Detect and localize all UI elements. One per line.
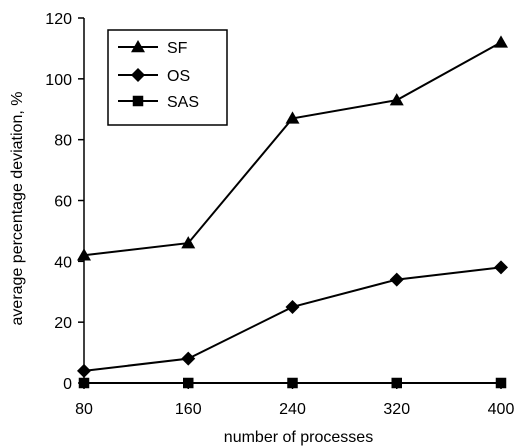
- series-sf-point: [494, 35, 508, 48]
- legend-label-sas: SAS: [167, 94, 199, 111]
- series-sf-point: [389, 93, 404, 106]
- series-sas-point: [287, 377, 298, 389]
- y-tick-label: 40: [54, 254, 72, 271]
- series-sas-point: [183, 377, 194, 389]
- series-os-line: [83, 266, 502, 372]
- series-sas-point: [78, 377, 90, 389]
- legend-box: [107, 29, 228, 126]
- series-sf: [77, 35, 508, 261]
- series-os: [77, 260, 508, 378]
- y-tick-label: 100: [45, 72, 72, 89]
- series-os-point: [181, 351, 196, 366]
- series-sas-point: [495, 377, 507, 389]
- series-sas: [78, 377, 507, 389]
- series-sf-point: [181, 236, 196, 249]
- y-axis-title: average percentage deviation, %: [9, 92, 26, 326]
- y-tick-label: 0: [63, 376, 72, 393]
- legend-label-sf: SF: [167, 40, 188, 57]
- series-os-point: [389, 272, 404, 287]
- legend: SF OS SAS: [107, 29, 228, 126]
- x-tick-label: 400: [488, 401, 515, 418]
- x-axis-title: number of processes: [224, 429, 373, 446]
- series-os-point: [494, 260, 508, 275]
- y-tick-label: 20: [54, 315, 72, 332]
- y-tick-label: 80: [54, 133, 72, 150]
- series-sf-point: [285, 111, 300, 124]
- x-tick-label: 80: [75, 401, 93, 418]
- legend-marker-sas: [132, 95, 144, 107]
- series-sas-point: [391, 377, 402, 389]
- series-os-point: [77, 363, 91, 378]
- legend-label-os: OS: [167, 68, 190, 85]
- legend-marker-os: [131, 68, 145, 82]
- legend-marker-sf: [131, 40, 145, 53]
- series-layer: [77, 35, 508, 389]
- series-os-point: [285, 299, 300, 314]
- y-tick-label: 120: [45, 11, 72, 28]
- y-axis-ticks: 0 20 40 60 80 100 120: [45, 11, 84, 393]
- y-tick-label: 60: [54, 194, 72, 211]
- series-sf-point: [77, 248, 91, 261]
- x-tick-label: 320: [383, 401, 410, 418]
- x-tick-label: 240: [279, 401, 306, 418]
- x-tick-label: 160: [175, 401, 202, 418]
